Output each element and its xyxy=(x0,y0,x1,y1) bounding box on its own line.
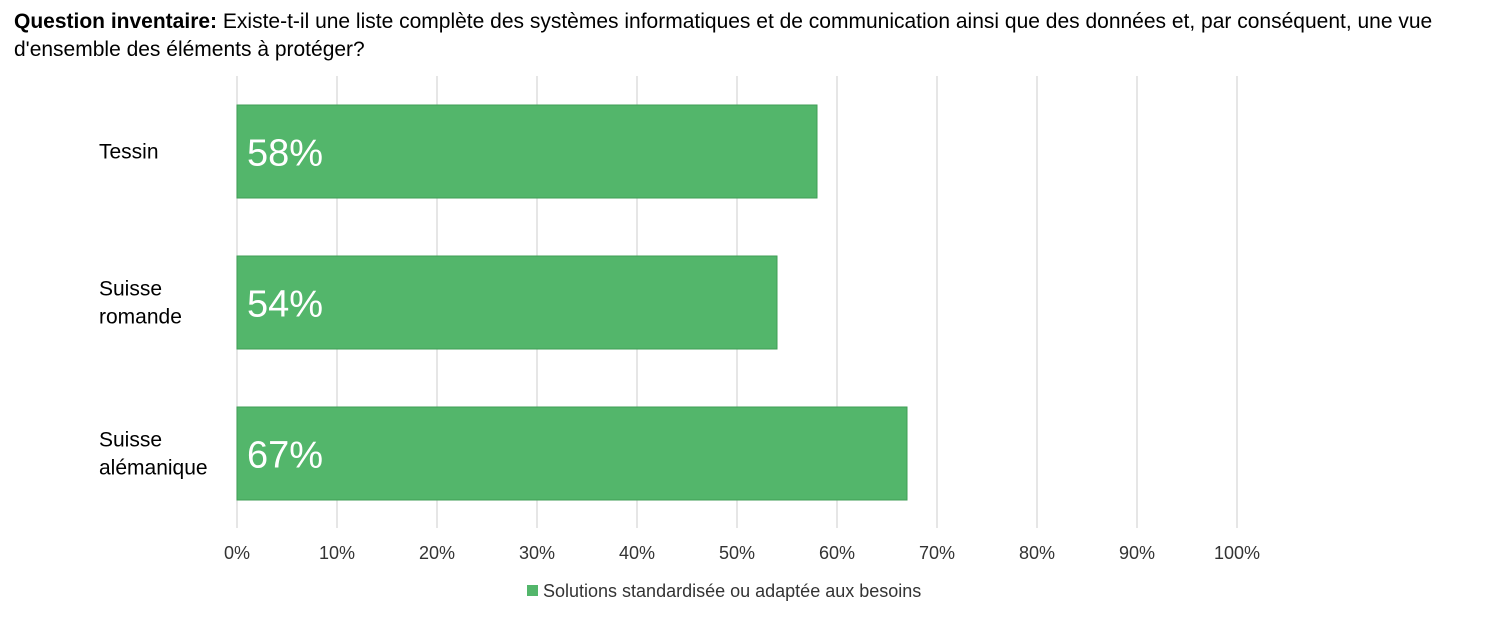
legend: Solutions standardisée ou adaptée aux be… xyxy=(527,581,921,601)
category-label: Tessin xyxy=(99,141,159,164)
x-tick-label: 70% xyxy=(919,543,955,563)
x-tick-label: 10% xyxy=(319,543,355,563)
bar xyxy=(236,406,908,501)
question-label: Question inventaire: xyxy=(14,10,218,33)
x-tick-label: 100% xyxy=(1214,543,1260,563)
x-tick-label: 60% xyxy=(819,543,855,563)
bar xyxy=(236,104,818,199)
question-body: Existe-t-il une liste complète des systè… xyxy=(14,10,1433,61)
category-label: Suisse xyxy=(99,429,162,452)
legend-swatch xyxy=(527,585,538,596)
data-label: 67% xyxy=(247,435,323,477)
data-label: 58% xyxy=(247,133,323,175)
category-label: romande xyxy=(99,306,182,329)
data-label: 54% xyxy=(247,284,323,326)
x-tick-label: 80% xyxy=(1019,543,1055,563)
question-text: Question inventaire: Existe-t-il une lis… xyxy=(14,8,1474,64)
x-tick-label: 20% xyxy=(419,543,455,563)
x-tick-label: 40% xyxy=(619,543,655,563)
x-tick-label: 30% xyxy=(519,543,555,563)
x-tick-label: 90% xyxy=(1119,543,1155,563)
legend-label: Solutions standardisée ou adaptée aux be… xyxy=(543,581,921,601)
x-tick-label: 50% xyxy=(719,543,755,563)
x-tick-label: 0% xyxy=(224,543,250,563)
category-label: Suisse xyxy=(99,278,162,301)
bar xyxy=(236,255,778,350)
category-label: alémanique xyxy=(99,457,208,480)
